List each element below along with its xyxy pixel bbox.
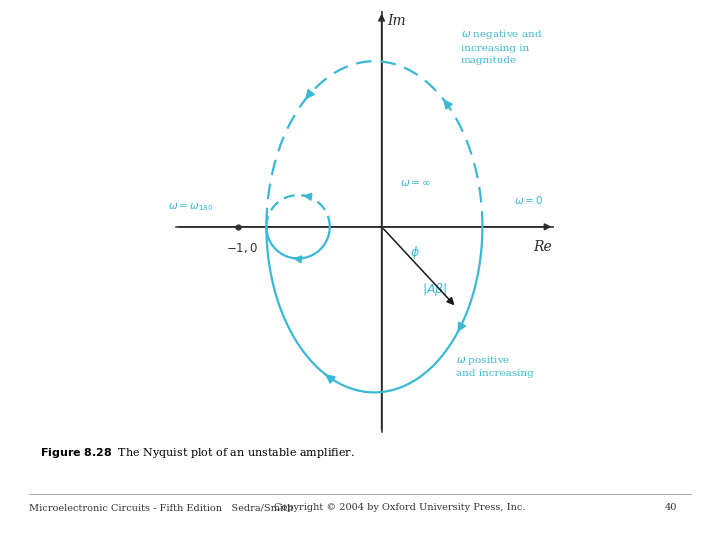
Text: $\omega = \omega_{180}$: $\omega = \omega_{180}$ (168, 201, 214, 213)
Text: Re: Re (533, 240, 552, 254)
Text: $\omega$ positive
and increasing: $\omega$ positive and increasing (456, 354, 534, 379)
Text: $\phi$: $\phi$ (410, 244, 420, 261)
Text: $\omega$ negative and
increasing in
magnitude: $\omega$ negative and increasing in magn… (461, 28, 542, 65)
Text: 40: 40 (665, 503, 677, 512)
Text: Copyright © 2004 by Oxford University Press, Inc.: Copyright © 2004 by Oxford University Pr… (274, 503, 525, 512)
Text: $\bf{Figure\ 8.28}$  The Nyquist plot of an unstable amplifier.: $\bf{Figure\ 8.28}$ The Nyquist plot of … (40, 446, 354, 460)
Text: $-1, 0$: $-1, 0$ (226, 241, 258, 255)
Text: $\omega = \infty$: $\omega = \infty$ (400, 179, 431, 188)
Text: $|A\beta|$: $|A\beta|$ (422, 281, 447, 298)
Text: Microelectronic Circuits - Fifth Edition   Sedra/Smith: Microelectronic Circuits - Fifth Edition… (29, 503, 293, 512)
Text: Im: Im (387, 14, 406, 28)
Text: $\omega = 0$: $\omega = 0$ (513, 194, 543, 206)
